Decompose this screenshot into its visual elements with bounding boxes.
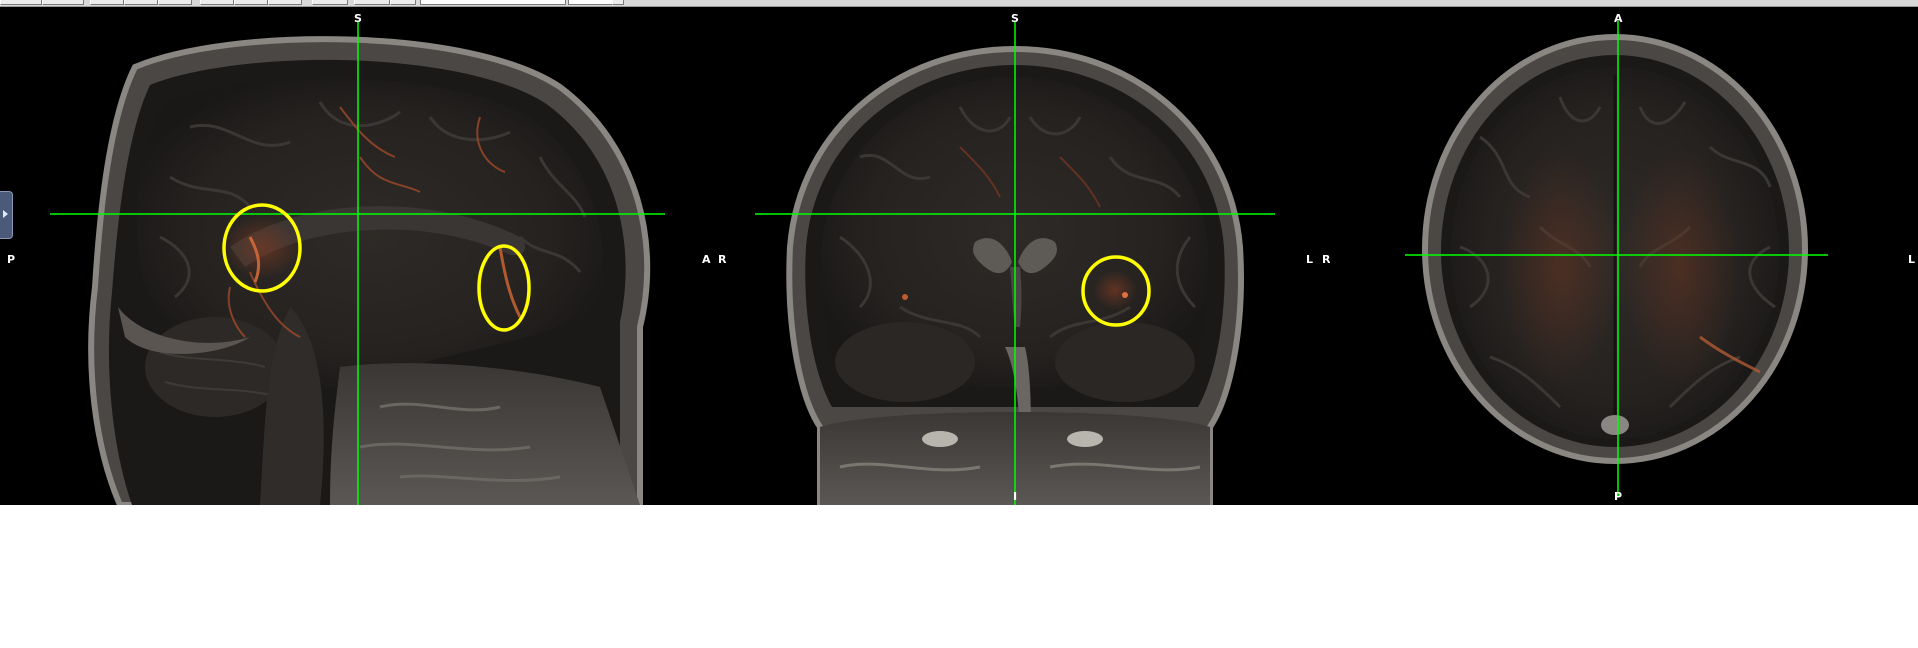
orientation-label-left: L <box>1908 253 1916 266</box>
crosshairs[interactable] <box>50 21 1828 505</box>
toolbar-button[interactable] <box>90 0 124 5</box>
orientation-label-superior: S <box>1011 12 1019 25</box>
toolbar <box>0 0 1918 7</box>
axial-slice[interactable] <box>1422 34 1808 464</box>
toolbar-button[interactable] <box>390 0 416 5</box>
sagittal-slice[interactable] <box>88 36 651 505</box>
toolbar-button[interactable] <box>354 0 390 5</box>
empty-area <box>0 505 1918 648</box>
orientation-label-right: R <box>1322 253 1331 266</box>
toolbar-field[interactable] <box>568 0 614 5</box>
annotation-circle <box>1081 255 1151 327</box>
orientation-label-anterior: A <box>702 253 711 266</box>
toolbar-button[interactable] <box>200 0 234 5</box>
toolbar-dropdown-button[interactable] <box>612 0 624 5</box>
orientation-label-inferior: I <box>1013 490 1018 503</box>
toolbar-button[interactable] <box>234 0 268 5</box>
annotation-circle <box>222 203 302 293</box>
toolbar-button[interactable] <box>268 0 302 5</box>
toolbar-button[interactable] <box>42 0 84 5</box>
toolbar-button[interactable] <box>312 0 348 5</box>
orientation-label-right: R <box>718 253 727 266</box>
annotation-circle <box>477 244 531 332</box>
viewer-canvas <box>50 21 1828 505</box>
side-panel-toggle[interactable] <box>0 191 13 239</box>
orientation-label-anterior: A <box>1614 12 1623 25</box>
orientation-label-posterior: P <box>1614 490 1623 503</box>
toolbar-field[interactable] <box>420 0 566 5</box>
orientation-label-posterior: P <box>7 253 16 266</box>
annotation-markers[interactable] <box>222 203 1151 332</box>
toolbar-button[interactable] <box>158 0 192 5</box>
orientation-label-left: L <box>1306 253 1314 266</box>
orientation-label-superior: S <box>354 12 362 25</box>
toolbar-button[interactable] <box>0 0 42 5</box>
image-viewer[interactable]: S P A S R L I A R L P <box>0 7 1918 505</box>
expand-arrow-icon <box>3 210 8 218</box>
toolbar-button[interactable] <box>124 0 158 5</box>
